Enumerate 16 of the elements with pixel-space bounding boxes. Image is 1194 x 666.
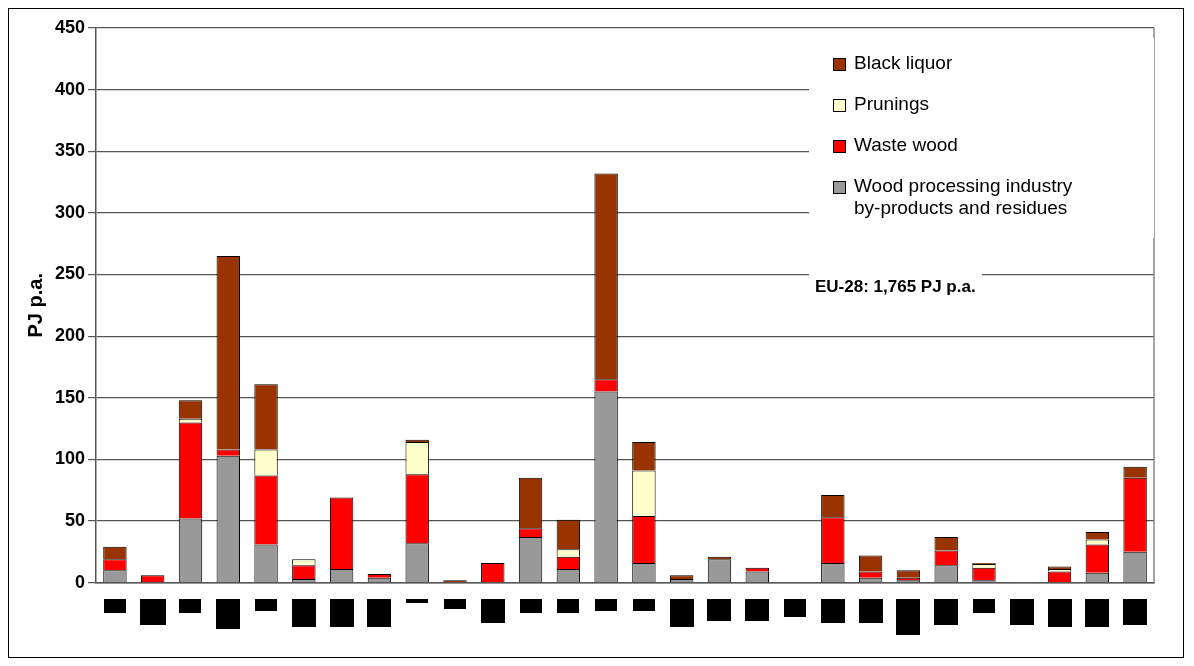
y-tick-label: 450 [54, 16, 86, 37]
y-tick-label: 350 [54, 140, 86, 161]
legend-label: Waste wood [854, 134, 958, 156]
annotation: EU-28: 1,765 PJ p.a. [809, 273, 982, 301]
y-axis-title: PJ p.a. [23, 273, 46, 338]
legend-label: Wood processing industry by-products and residues [854, 175, 1074, 219]
y-tick-label: 250 [54, 263, 86, 284]
y-tick-label: 400 [54, 78, 86, 99]
legend-label: Black liquor [854, 52, 953, 74]
y-tick-label: 300 [54, 201, 86, 222]
y-tick-label: 100 [54, 448, 86, 469]
y-tick-label: 50 [65, 509, 86, 530]
y-tick-label: 200 [54, 325, 86, 346]
y-tick-label: 150 [54, 386, 86, 407]
y-tick-label: 0 [75, 571, 86, 592]
legend-label: Prunings [854, 93, 929, 115]
